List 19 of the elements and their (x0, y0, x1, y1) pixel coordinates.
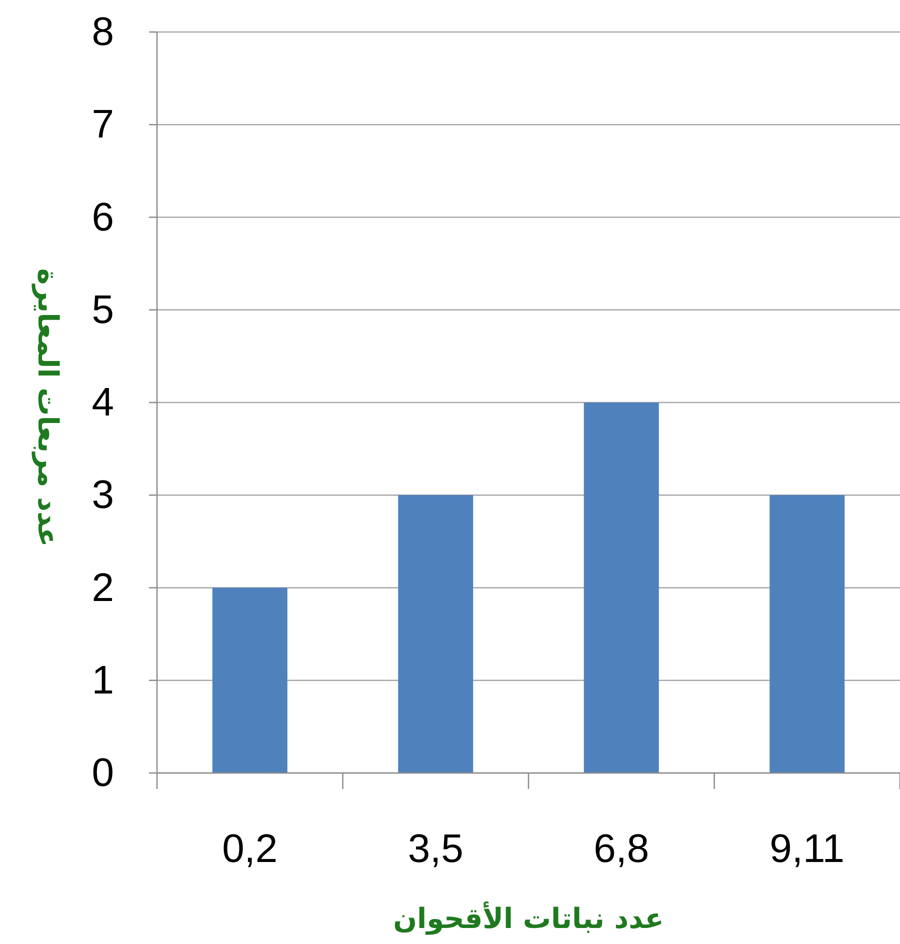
y-tick-label: 4 (92, 380, 114, 424)
bar (212, 588, 288, 773)
bar (398, 495, 474, 773)
y-tick-label: 2 (92, 566, 114, 610)
x-tick-label: 0,2 (222, 827, 278, 871)
y-tick-label: 3 (92, 473, 114, 518)
y-tick-label: 8 (92, 10, 114, 54)
y-tick-label: 0 (92, 751, 114, 795)
bar (584, 402, 659, 773)
y-axis-title: عدد مربعات المعايرة (32, 268, 64, 547)
y-tick-label: 5 (92, 288, 114, 332)
x-tick-label: 9,11 (770, 827, 845, 871)
x-tick-label: 3,5 (408, 827, 464, 871)
x-axis-title: عدد نباتات الأقحوان (393, 901, 664, 935)
bar (770, 495, 845, 773)
y-tick-label: 6 (92, 195, 114, 240)
y-tick-label: 7 (92, 102, 114, 147)
y-tick-label: 1 (92, 658, 114, 702)
x-tick-label: 6,8 (594, 827, 650, 871)
